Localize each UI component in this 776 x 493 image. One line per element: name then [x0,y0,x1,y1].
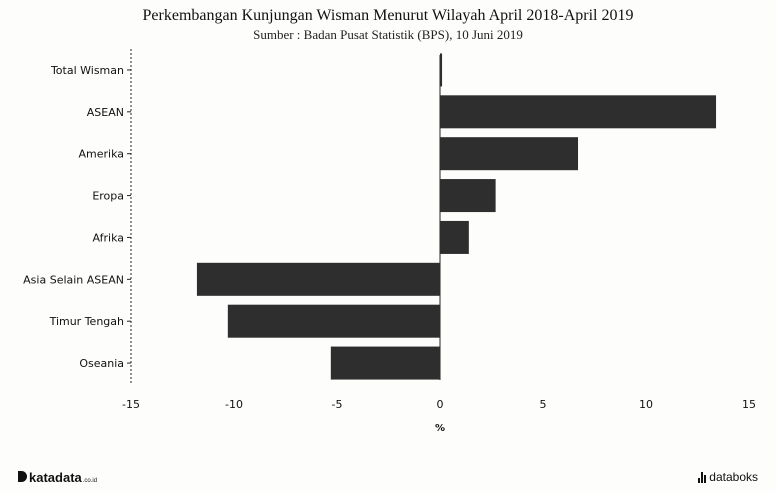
bar [440,137,579,171]
x-tick-label: 15 [742,398,756,411]
x-tick-label: -15 [122,398,140,411]
x-tick-label: 5 [540,398,547,411]
category-label: Asia Selain ASEAN [23,273,124,286]
category-label: Oseania [79,357,124,370]
category-label: Amerika [78,148,124,161]
category-label: Afrika [92,231,124,244]
bar [227,304,440,338]
databoks-bars-icon [698,471,707,483]
databoks-brand: databoks [709,470,758,484]
category-label: Timur Tengah [49,315,124,328]
databoks-logo: databoks [698,470,758,484]
chart-subtitle: Sumber : Badan Pusat Statistik (BPS), 10… [253,27,523,42]
katadata-brand: katadata [29,470,82,485]
bar [440,220,469,254]
bar [440,179,496,213]
katadata-d-icon [18,471,27,482]
katadata-logo: katadata .co.id [18,470,97,485]
bar [440,53,443,87]
category-label: Eropa [92,190,124,203]
category-label: ASEAN [87,106,124,119]
bar [440,95,717,129]
katadata-brand-suffix: .co.id [82,478,98,484]
category-label: Total Wisman [50,64,124,77]
x-tick-label: 0 [437,398,444,411]
x-tick-label: -5 [332,398,343,411]
x-tick-label: 10 [639,398,653,411]
x-axis-label: % [435,423,445,434]
bar [330,346,440,380]
bar [196,262,440,296]
x-tick-label: -10 [225,398,243,411]
chart-title: Perkembangan Kunjungan Wisman Menurut Wi… [142,7,634,24]
